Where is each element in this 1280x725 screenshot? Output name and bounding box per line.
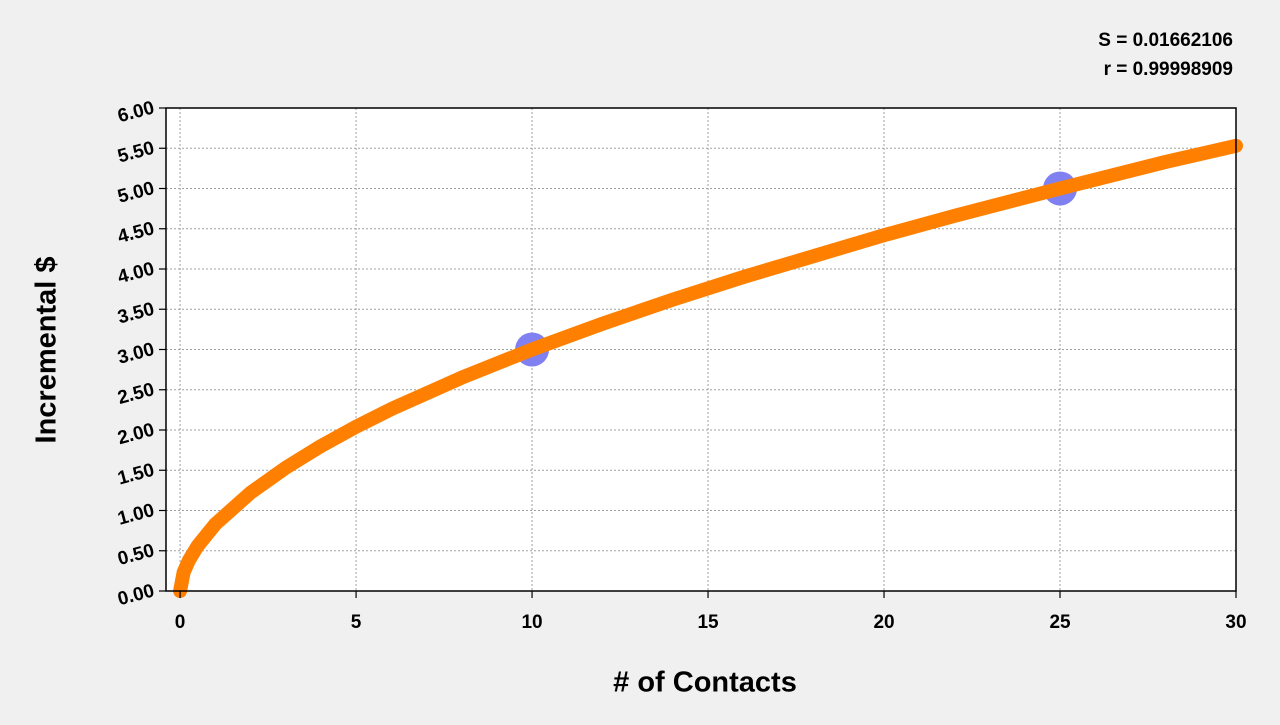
y-tick-label: 3.50 [115, 299, 156, 329]
fit-curve [173, 138, 1243, 598]
x-tick-label: 15 [697, 612, 719, 633]
y-tick-label: 4.00 [115, 258, 156, 288]
x-tick-label: 30 [1225, 612, 1246, 633]
annotation: S = 0.01662106 [1098, 30, 1233, 51]
y-tick-label: 4.50 [115, 218, 156, 248]
y-tick-label: 1.00 [115, 500, 156, 530]
y-tick-label: 0.50 [115, 540, 156, 570]
y-tick-label: 2.50 [115, 379, 156, 409]
y-tick-label: 0.00 [115, 580, 156, 610]
x-tick-label: 10 [521, 612, 542, 633]
x-tick-label: 20 [873, 612, 894, 633]
x-tick-label: 25 [1049, 612, 1071, 633]
x-axis-title: # of Contacts [613, 667, 797, 699]
y-tick-label: 6.00 [115, 97, 156, 127]
y-tick-label: 5.00 [115, 178, 156, 208]
x-tick-label: 5 [351, 612, 362, 633]
y-tick-label: 2.00 [115, 419, 156, 449]
y-tick-label: 1.50 [115, 460, 156, 490]
annotation: r = 0.99998909 [1104, 59, 1233, 80]
y-axis-title: Incremental $ [31, 257, 63, 444]
y-tick-label: 3.00 [115, 339, 156, 369]
x-tick-label: 0 [175, 612, 186, 633]
y-tick-label: 5.50 [115, 138, 156, 168]
